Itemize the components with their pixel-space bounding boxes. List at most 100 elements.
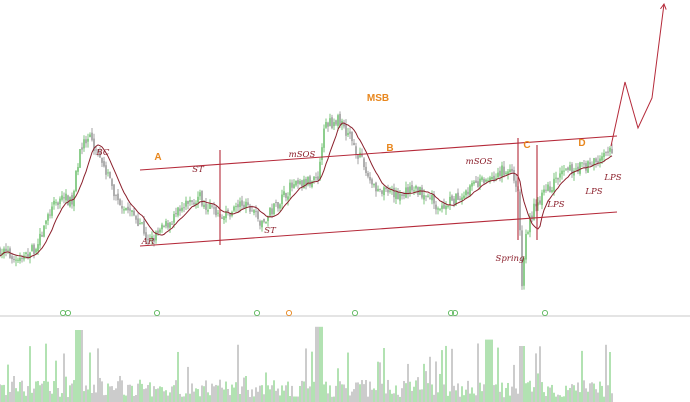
candle-body — [5, 248, 7, 252]
candle — [139, 218, 141, 225]
candle — [223, 215, 225, 224]
volume-bar — [287, 381, 289, 402]
candle — [205, 197, 207, 215]
candle-body — [91, 132, 93, 141]
candle-body — [281, 194, 283, 205]
candle-body — [137, 218, 139, 226]
volume-bar — [285, 385, 287, 402]
candle-body — [367, 173, 369, 177]
volume-bar — [263, 394, 265, 402]
volume-bar — [143, 389, 145, 402]
volume-bar — [331, 396, 333, 402]
candle-body — [499, 170, 501, 176]
candle — [551, 186, 553, 194]
candle — [161, 222, 163, 233]
candle — [257, 209, 259, 222]
candle-body — [589, 162, 591, 165]
candle — [515, 174, 517, 193]
candle-body — [371, 179, 373, 185]
candle — [405, 181, 407, 199]
candle-body — [191, 200, 193, 202]
volume-bar — [255, 387, 257, 402]
volume-bar — [485, 339, 487, 402]
volume-bar — [555, 396, 557, 402]
volume-bar — [269, 389, 271, 402]
candle-body — [105, 165, 107, 175]
candle — [85, 135, 87, 148]
volume-bar — [107, 383, 109, 402]
candle — [105, 161, 107, 180]
volume-bar — [571, 384, 573, 402]
volume-bar — [141, 383, 143, 402]
candle — [311, 180, 313, 189]
volume-bar — [293, 396, 295, 402]
volume-bar — [431, 384, 433, 402]
candle-body — [545, 189, 547, 191]
event-label: BC — [96, 148, 110, 158]
volume-bar — [309, 386, 311, 402]
volume-bar — [103, 395, 105, 402]
candle — [147, 234, 149, 246]
volume-bar — [445, 345, 447, 402]
candle-body — [459, 198, 461, 200]
volume-bar — [195, 388, 197, 402]
volume-bar — [207, 392, 209, 402]
volume-bar — [39, 385, 41, 402]
candle-body — [19, 257, 21, 261]
volume-bar — [379, 362, 381, 402]
candle — [491, 172, 493, 180]
volume-bar — [181, 396, 183, 402]
candle — [421, 184, 423, 200]
candle — [25, 251, 27, 259]
candle-body — [217, 212, 219, 214]
candle-body — [397, 191, 399, 200]
candle-body — [51, 206, 53, 216]
candle — [145, 226, 147, 245]
volume-bar — [101, 381, 103, 402]
volume-bar — [335, 385, 337, 402]
candle-body — [453, 198, 455, 205]
candle-body — [467, 191, 469, 195]
volume-bar — [545, 396, 547, 402]
volume-bar — [437, 392, 439, 402]
candle-body — [389, 190, 391, 192]
candle — [269, 207, 271, 218]
candle — [49, 209, 51, 219]
candle-body — [469, 185, 471, 196]
candle — [381, 189, 383, 197]
candle — [441, 201, 443, 213]
candle — [593, 157, 595, 171]
volume-bar — [117, 381, 119, 402]
volume-bar — [3, 384, 5, 402]
volume-bar — [609, 352, 611, 402]
candle-body — [465, 190, 467, 196]
volume-bar — [395, 385, 397, 402]
volume-bar — [519, 346, 521, 402]
candle — [19, 252, 21, 264]
candle — [55, 199, 57, 206]
candle — [101, 157, 103, 168]
candle-body — [357, 154, 359, 159]
candle — [533, 198, 535, 221]
candle — [367, 170, 369, 179]
candle-body — [161, 224, 163, 230]
volume-bar — [275, 390, 277, 402]
candle — [373, 183, 375, 188]
candle-body — [597, 160, 599, 164]
volume-bar — [307, 388, 309, 402]
volume-bar — [541, 382, 543, 402]
volume-bar — [363, 384, 365, 402]
volume-bar — [215, 384, 217, 402]
candle — [167, 220, 169, 230]
candle-body — [293, 184, 295, 189]
candle — [337, 113, 339, 131]
candle-body — [503, 166, 505, 176]
volume-bar — [81, 330, 83, 402]
volume-bar — [137, 383, 139, 402]
candle-body — [83, 139, 85, 149]
candle-body — [243, 204, 245, 209]
candle — [309, 174, 311, 188]
candle — [181, 202, 183, 213]
volume-bar — [65, 376, 67, 402]
volume-bar — [513, 364, 515, 402]
